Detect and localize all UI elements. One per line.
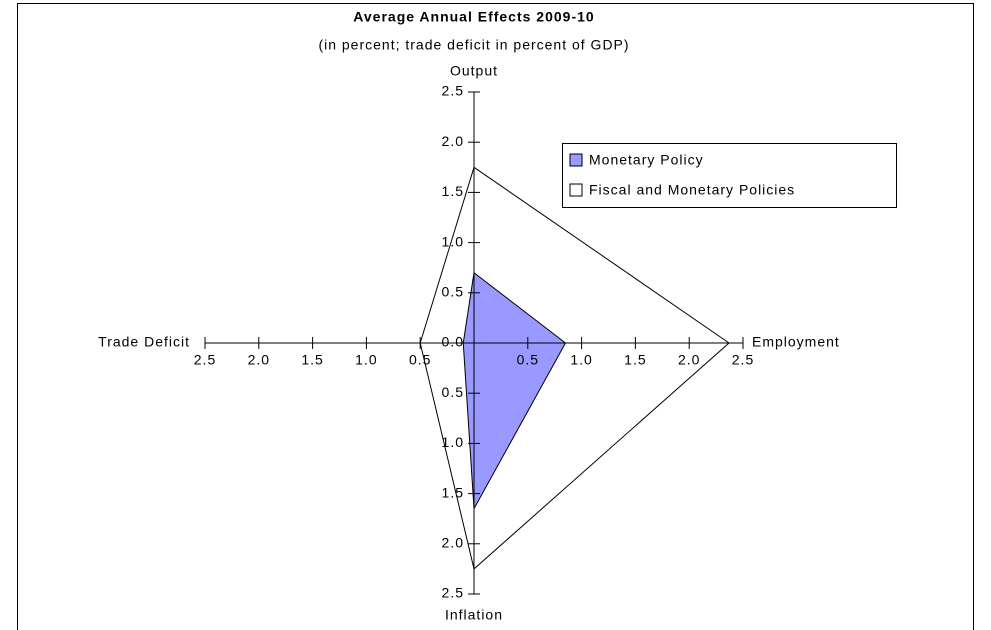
tick-label: 0.5 xyxy=(409,352,431,368)
axis-label: Employment xyxy=(752,334,840,350)
legend-box xyxy=(562,143,897,208)
tick-label: 2.5 xyxy=(732,352,754,368)
legend-swatch xyxy=(569,153,583,167)
tick-label: 2.0 xyxy=(442,133,464,149)
tick-label: 0.5 xyxy=(517,352,539,368)
legend-label: Fiscal and Monetary Policies xyxy=(589,182,795,198)
chart-frame xyxy=(17,3,974,630)
tick-label: 1.5 xyxy=(624,352,646,368)
tick-label: 1.5 xyxy=(442,484,464,500)
tick-label: 1.5 xyxy=(442,183,464,199)
tick-label: 1.5 xyxy=(301,352,323,368)
tick-label: 0.5 xyxy=(442,284,464,300)
tick-label: 2.5 xyxy=(442,585,464,601)
tick-label: 2.0 xyxy=(248,352,270,368)
chart-title: Average Annual Effects 2009-10 xyxy=(353,9,594,25)
axis-label: Trade Deficit xyxy=(98,334,190,350)
tick-label: 1.0 xyxy=(570,352,592,368)
tick-label: 2.5 xyxy=(194,352,216,368)
tick-label: 2.0 xyxy=(442,535,464,551)
axis-label: Inflation xyxy=(445,607,503,623)
axis-label: Output xyxy=(450,63,498,79)
tick-label: 1.0 xyxy=(355,352,377,368)
tick-label: 0.5 xyxy=(442,384,464,400)
tick-label: 1.0 xyxy=(442,434,464,450)
legend-label: Monetary Policy xyxy=(589,152,704,168)
tick-label: 2.5 xyxy=(442,83,464,99)
tick-label: 2.0 xyxy=(678,352,700,368)
chart-subtitle: (in percent; trade deficit in percent of… xyxy=(318,37,629,53)
tick-label: 1.0 xyxy=(442,233,464,249)
series-area xyxy=(419,166,730,570)
legend-swatch xyxy=(569,183,583,197)
tick-label: 0.0 xyxy=(442,334,464,350)
